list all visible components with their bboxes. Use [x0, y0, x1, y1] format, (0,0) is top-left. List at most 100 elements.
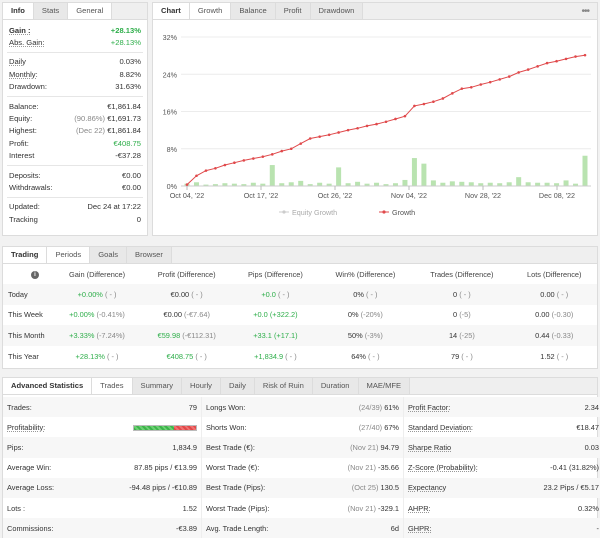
stat-value-group: (Nov 21) -35.66	[348, 463, 399, 472]
cell-diff: ( - )	[104, 351, 119, 361]
cell-value: +0.0	[253, 310, 268, 320]
adv-tab[interactable]: Duration	[312, 378, 359, 394]
tab-drawdown[interactable]: Drawdown	[310, 3, 364, 19]
info-row: Gain : +28.13%	[3, 24, 147, 36]
chart-panel: Chart Growth Balance Profit Drawdown •••…	[152, 2, 598, 236]
adv-tab[interactable]: Advanced Statistics	[3, 378, 93, 394]
tab-info[interactable]: Info	[3, 3, 34, 19]
growth-point	[261, 155, 265, 158]
info-value-group: €1,861.84	[107, 102, 141, 111]
stat-cell: Best Trade (€): (Nov 21) 94.79	[201, 437, 403, 458]
stat-value: 1.52	[182, 503, 197, 513]
growth-point	[583, 53, 587, 57]
cell-value: +3.33%	[69, 330, 95, 340]
legend-label[interactable]: Equity Growth	[292, 208, 337, 217]
growth-point	[346, 128, 350, 132]
tab-browser[interactable]: Browser	[127, 247, 172, 263]
tab-profit[interactable]: Profit	[275, 3, 311, 19]
growth-point	[356, 126, 359, 130]
profit-bar	[269, 165, 275, 186]
tab-goals[interactable]: Goals	[90, 247, 128, 263]
adv-tab[interactable]: MAE/MFE	[358, 378, 411, 394]
cell-value: €408.75	[166, 351, 194, 361]
table-cell: +33.1 (+17.1)	[232, 325, 319, 346]
info-row: Updated: Dec 24 at 17:22	[3, 201, 147, 213]
stat-value-group: 1,834.9	[172, 443, 197, 452]
stat-label: GHPR:	[408, 523, 432, 533]
tab-chart[interactable]: Chart	[153, 3, 190, 19]
legend-marker	[282, 210, 286, 214]
dots-icon[interactable]: •••	[581, 6, 589, 17]
y-tick-label: 8%	[167, 145, 178, 154]
stat-value: 67%	[384, 422, 399, 432]
growth-point	[280, 149, 284, 153]
cell-diff: ( - )	[457, 289, 471, 299]
info-value: €1,861.84	[107, 126, 141, 136]
cell-value: +1,834.9	[254, 351, 284, 361]
table-row: This Week +0.00% (-0.41%) €0.00 (-€7.64) +0…	[3, 305, 597, 326]
stat-label: Z-Score (Probability):	[408, 463, 478, 473]
cell-value: €0.00	[163, 310, 182, 320]
info-value: -€37.28	[115, 151, 141, 161]
adv-tab[interactable]: Hourly	[182, 378, 221, 394]
growth-point	[403, 114, 407, 118]
profit-bar	[573, 183, 579, 186]
adv-tabs: Advanced Statistics Trades Summary Hourly Da…	[3, 378, 597, 395]
cell-diff: ( - )	[102, 289, 117, 299]
growth-point	[536, 65, 539, 68]
stat-value: 1,834.9	[172, 442, 197, 452]
profit-bar	[336, 167, 342, 186]
stat-note: (Nov 21)	[347, 463, 379, 473]
info-row: Monthly: 8.82%	[3, 68, 147, 80]
profit-bar	[250, 182, 256, 186]
info-label: Gain :	[9, 25, 31, 35]
stat-label: Average Loss:	[7, 483, 55, 493]
legend-label[interactable]: Growth	[392, 208, 415, 217]
profit-bar	[326, 183, 332, 186]
x-tick-label: Nov 28, '22	[465, 191, 501, 200]
growth-point	[327, 133, 331, 137]
growth-point	[204, 169, 208, 172]
stat-label: Shorts Won:	[206, 422, 247, 432]
info-label: Interest	[9, 151, 35, 161]
tab-balance[interactable]: Balance	[231, 3, 276, 19]
info-row: Abs. Gain: +28.13%	[3, 36, 147, 48]
profit-bar	[260, 183, 266, 186]
stat-cell: Sharpe Ratio 0.03	[403, 437, 600, 458]
stat-value: 2.34	[584, 402, 599, 412]
stat-cell: Average Win: 87.85 pips / €13.99	[3, 458, 201, 478]
adv-tab[interactable]: Risk of Ruin	[254, 378, 313, 394]
growth-point	[488, 80, 492, 84]
stat-value-group: 0.32%	[578, 504, 599, 513]
adv-tab[interactable]: Daily	[220, 378, 255, 394]
stat-value-group: (27/40) 67%	[359, 423, 399, 432]
info-icon[interactable]: i	[31, 271, 39, 279]
stat-value: -94.48 pips / -€10.89	[129, 483, 197, 493]
tab-stats[interactable]: Stats	[33, 3, 69, 19]
info-value: 0.03%	[119, 57, 141, 67]
growth-point	[299, 142, 303, 145]
stat-note: (27/40)	[358, 422, 385, 432]
adv-tab[interactable]: Trades	[92, 378, 133, 394]
info-value-group: Dec 24 at 17:22	[87, 202, 141, 211]
stat-cell: Best Trade (Pips): (Oct 25) 130.5	[201, 477, 403, 498]
table-cell: €408.75 ( - )	[141, 346, 232, 367]
cell-diff: (-20%)	[358, 310, 383, 320]
profit-bar	[516, 177, 522, 186]
header-gain: Gain (Difference)	[68, 269, 126, 279]
header-trades: Trades (Difference)	[430, 269, 494, 279]
cell-value: 0%	[347, 310, 359, 320]
growth-point	[507, 75, 511, 78]
profit-bar	[345, 183, 351, 186]
tab-periods[interactable]: Periods	[47, 247, 91, 263]
tab-trading[interactable]: Trading	[3, 247, 48, 263]
stat-value-group	[133, 423, 197, 432]
stat-label: Profitability:	[7, 422, 46, 432]
header-lots: Lots (Difference)	[527, 269, 582, 279]
tab-general[interactable]: General	[68, 3, 113, 19]
adv-tab[interactable]: Summary	[132, 378, 183, 394]
cell-value: 64%	[351, 351, 366, 361]
tab-growth[interactable]: Growth	[189, 3, 232, 19]
info-label: Balance:	[9, 101, 39, 111]
cell-value: +33.1	[253, 330, 272, 340]
